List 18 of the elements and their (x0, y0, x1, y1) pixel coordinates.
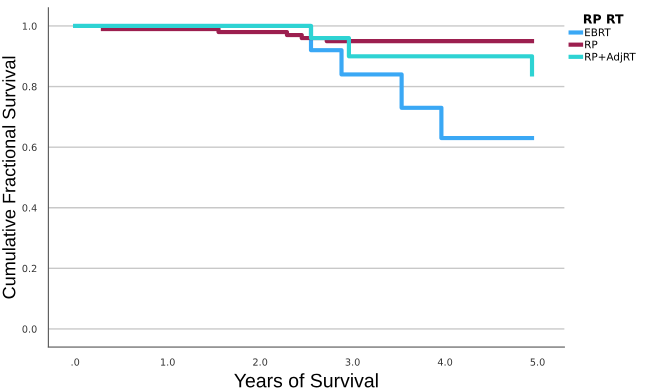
x-tick-label: 5.0 (530, 358, 545, 366)
x-tick-label: 4.0 (438, 358, 452, 366)
x-tick-label: 3.0 (346, 358, 360, 366)
y-tick-label: 1.0 (22, 22, 37, 30)
y-tick-label: 0.2 (22, 264, 36, 272)
x-axis-title: Years of Survival (234, 373, 378, 388)
x-tick-label: 1.0 (161, 358, 175, 366)
y-tick-label: 0.0 (22, 325, 37, 333)
legend-label: RP+AdjRT (585, 52, 636, 63)
y-axis-title: Cumulative Fractional Survival (2, 56, 16, 298)
x-tick-label: .0 (72, 358, 80, 366)
y-tick-label: 0.4 (22, 204, 37, 212)
x-tick-label: 2.0 (253, 358, 268, 366)
legend-label: RP (585, 40, 598, 48)
legend-title: RP RT (584, 14, 624, 24)
y-tick-label: 0.8 (22, 83, 37, 90)
y-tick-label: 0.6 (22, 144, 37, 151)
legend-label: EBRT (585, 28, 611, 36)
